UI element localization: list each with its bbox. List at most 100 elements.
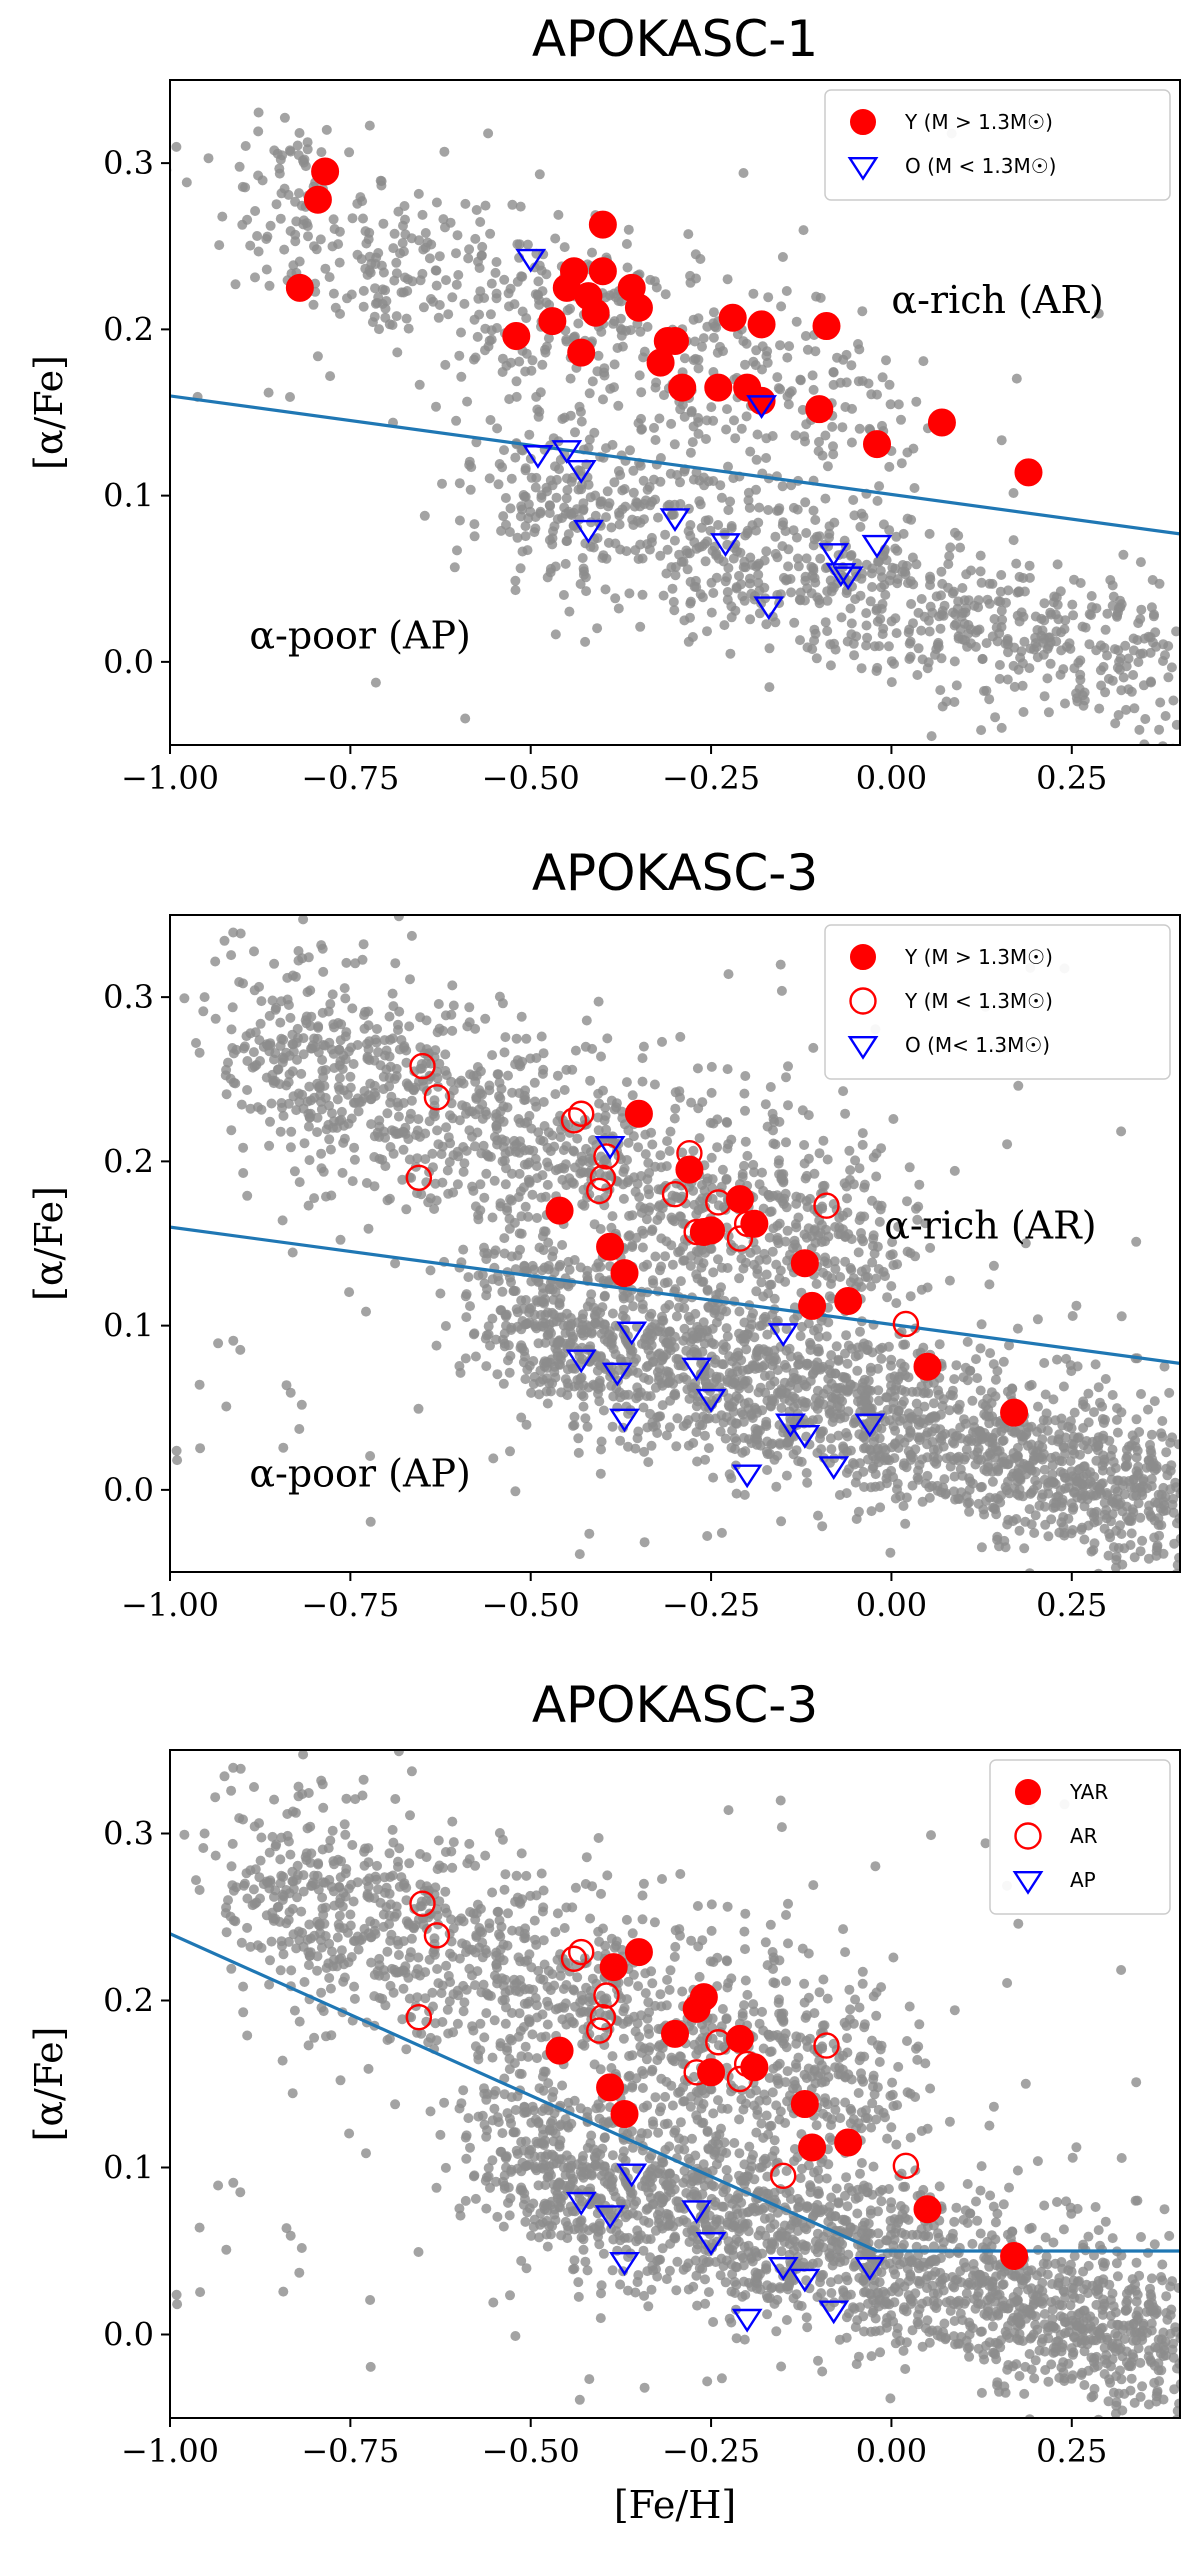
background-star-point bbox=[1003, 647, 1013, 658]
background-star-point bbox=[909, 483, 920, 493]
background-star-point bbox=[313, 1022, 324, 1033]
background-star-point bbox=[475, 1066, 486, 1077]
background-star-point bbox=[400, 229, 411, 240]
background-star-point bbox=[289, 1166, 300, 1177]
background-star-point bbox=[628, 487, 639, 498]
background-star-point bbox=[497, 462, 508, 473]
background-star-point bbox=[279, 112, 290, 123]
data-point bbox=[813, 1192, 840, 1219]
background-star-point bbox=[454, 478, 465, 489]
background-star-point bbox=[1109, 644, 1120, 655]
background-star-point bbox=[763, 292, 774, 303]
background-star-point bbox=[846, 618, 857, 629]
background-star-point bbox=[249, 1061, 260, 1072]
background-star-point bbox=[274, 168, 285, 179]
background-star-point bbox=[818, 1135, 829, 1146]
background-star-point bbox=[1162, 1470, 1173, 1481]
background-star-point bbox=[664, 1422, 675, 1433]
background-star-point bbox=[418, 244, 429, 255]
background-star-point bbox=[790, 1219, 801, 1229]
background-star-point bbox=[1020, 1238, 1031, 1249]
background-star-point bbox=[877, 1342, 888, 1353]
background-star-point bbox=[545, 567, 556, 578]
background-star-point bbox=[1036, 1452, 1047, 1463]
background-star-point bbox=[594, 1098, 605, 1109]
background-star-point bbox=[854, 344, 865, 355]
background-star-point bbox=[253, 107, 264, 118]
background-star-point bbox=[584, 388, 595, 399]
background-star-point bbox=[652, 1215, 663, 1225]
background-star-point bbox=[490, 267, 501, 278]
background-star-point bbox=[726, 612, 737, 623]
background-star-point bbox=[448, 1085, 459, 1096]
background-star-point bbox=[655, 453, 666, 463]
background-star-point bbox=[198, 1006, 209, 1017]
data-point bbox=[661, 327, 689, 356]
background-star-point bbox=[405, 974, 415, 985]
background-star-point bbox=[1103, 673, 1114, 684]
background-star-point bbox=[650, 1382, 661, 1393]
background-star-point bbox=[486, 278, 497, 289]
background-star-point bbox=[1075, 669, 1086, 680]
background-star-point bbox=[776, 1403, 787, 1413]
background-star-point bbox=[324, 272, 335, 283]
background-star-point bbox=[253, 126, 264, 137]
background-star-point bbox=[1126, 1528, 1137, 1539]
background-star-point bbox=[1194, 699, 1200, 709]
background-star-point bbox=[637, 1053, 648, 1064]
background-star-point bbox=[634, 370, 645, 381]
background-star-point bbox=[588, 542, 599, 553]
background-star-point bbox=[938, 1394, 949, 1405]
background-star-point bbox=[433, 312, 444, 323]
background-star-point bbox=[638, 1402, 649, 1413]
divider-line bbox=[170, 1225, 1180, 1365]
background-star-point bbox=[713, 520, 724, 530]
background-star-point bbox=[562, 485, 573, 495]
background-star-point bbox=[393, 1101, 404, 1112]
series-open-triangle-down bbox=[565, 1135, 886, 1489]
background-star-point bbox=[453, 270, 464, 280]
background-star-point bbox=[599, 1291, 610, 1302]
legend-label: O (M< 1.3M☉) bbox=[905, 1033, 1050, 1057]
region-label: α-poor (AP) bbox=[249, 1452, 471, 1496]
background-star-point bbox=[607, 1308, 618, 1319]
background-star-point bbox=[213, 1338, 224, 1349]
background-star-point bbox=[1121, 704, 1132, 715]
background-star-point bbox=[1181, 1421, 1191, 1431]
background-star-point bbox=[941, 1453, 952, 1464]
background-star-point bbox=[1181, 2264, 1191, 2274]
background-star-point bbox=[1069, 1448, 1080, 1459]
background-star-point bbox=[866, 389, 877, 400]
data-point bbox=[588, 210, 617, 239]
background-star-point bbox=[841, 1467, 852, 1478]
background-star-point bbox=[745, 552, 756, 563]
background-star-point bbox=[537, 1265, 548, 1276]
background-star-point bbox=[855, 590, 866, 601]
background-star-point bbox=[303, 1121, 314, 1132]
background-star-point bbox=[737, 1447, 748, 1458]
background-star-point bbox=[866, 1482, 876, 1493]
background-star-point bbox=[637, 424, 647, 434]
background-star-point bbox=[560, 508, 571, 519]
background-star-point bbox=[1102, 650, 1112, 661]
background-star-point bbox=[483, 1329, 494, 1340]
legend-marker bbox=[850, 109, 876, 135]
background-star-point bbox=[1071, 1300, 1082, 1311]
background-star-point bbox=[527, 355, 538, 366]
background-star-point bbox=[510, 452, 521, 463]
background-star-point bbox=[550, 461, 560, 472]
background-star-point bbox=[489, 1175, 500, 1186]
background-star-point bbox=[614, 510, 625, 521]
background-star-point bbox=[654, 1411, 664, 1422]
background-star-point bbox=[595, 1307, 606, 1318]
background-star-point bbox=[238, 1142, 249, 1153]
background-star-point bbox=[587, 247, 597, 258]
background-star-point bbox=[275, 154, 286, 165]
background-star-point bbox=[446, 1009, 457, 1020]
data-point bbox=[805, 395, 834, 424]
background-star-point bbox=[867, 1257, 878, 1268]
background-star-point bbox=[445, 1110, 455, 1121]
background-star-point bbox=[750, 1363, 761, 1374]
data-point bbox=[581, 298, 610, 327]
background-star-point bbox=[853, 1247, 864, 1258]
